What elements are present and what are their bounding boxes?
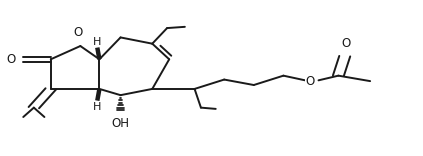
Text: OH: OH [112, 117, 129, 129]
Text: O: O [74, 27, 83, 39]
Text: O: O [305, 75, 315, 88]
Text: H: H [93, 102, 102, 112]
Text: O: O [6, 53, 16, 66]
Text: H: H [93, 37, 102, 47]
Text: O: O [341, 37, 350, 50]
